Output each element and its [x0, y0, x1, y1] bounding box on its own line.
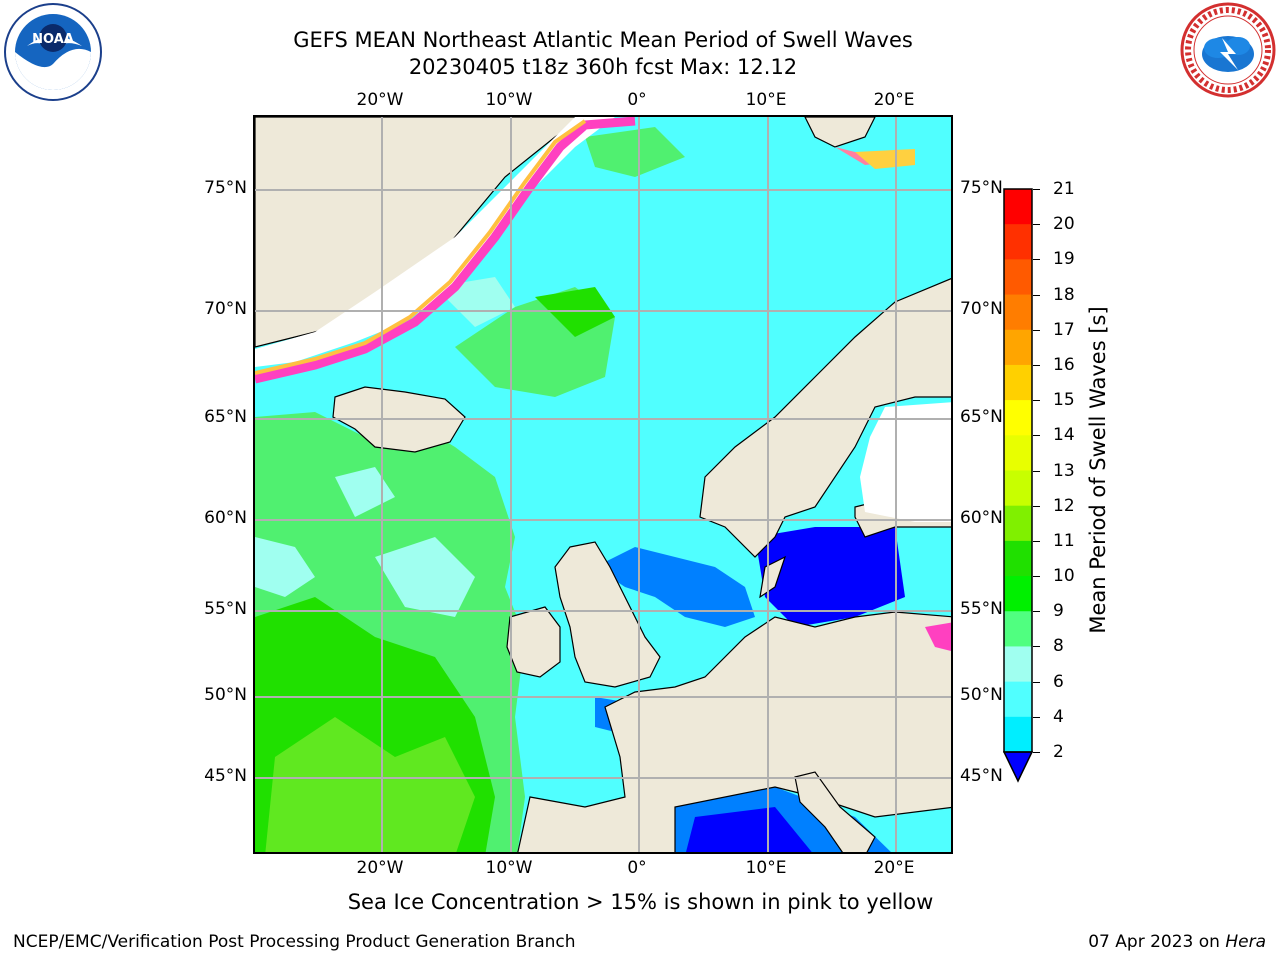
colorbar-tick — [1033, 400, 1040, 402]
colorbar-segment — [1004, 611, 1032, 647]
colorbar-label: 6 — [1053, 671, 1064, 692]
colorbar-segment — [1004, 540, 1032, 577]
colorbar-segment — [1004, 576, 1032, 612]
colorbar-segment — [1004, 329, 1032, 366]
colorbar-label: 8 — [1053, 636, 1064, 657]
colorbar-tick — [1033, 224, 1040, 226]
noaa-logo: NOAA — [4, 3, 102, 101]
lon-tick-bottom: 0° — [627, 858, 647, 878]
colorbar — [1003, 188, 1033, 783]
colorbar-segment — [1004, 646, 1032, 683]
lon-tick-top: 0° — [627, 90, 647, 110]
colorbar-segment — [1004, 470, 1032, 507]
colorbar-tick — [1033, 540, 1040, 542]
noaa-logo-text: NOAA — [32, 32, 74, 47]
nws-logo — [1180, 2, 1276, 98]
footer-host: Hera — [1225, 932, 1266, 952]
lat-tick-left: 55°N — [204, 599, 247, 619]
colorbar-title: Mean Period of Swell Waves [s] — [1086, 306, 1110, 634]
lat-tick-right: 75°N — [960, 178, 1003, 198]
lat-tick-right: 60°N — [960, 508, 1003, 528]
colorbar-segment — [1004, 259, 1032, 296]
colorbar-tick — [1033, 752, 1040, 753]
lon-tick-top: 20°W — [356, 90, 404, 110]
colorbar-tick — [1033, 364, 1040, 366]
lat-tick-right: 55°N — [960, 599, 1003, 619]
lat-tick-left: 65°N — [204, 407, 247, 427]
colorbar-tick — [1033, 716, 1040, 718]
lat-tick-left: 70°N — [204, 299, 247, 319]
colorbar-label: 10 — [1053, 566, 1075, 587]
colorbar-tick — [1033, 646, 1040, 648]
chart-title: GEFS MEAN Northeast Atlantic Mean Period… — [293, 28, 913, 52]
chart-subtitle: 20230405 t18z 360h fcst Max: 12.12 — [408, 55, 798, 79]
footer-date: 07 Apr 2023 on Hera — [1088, 932, 1266, 952]
colorbar-segment — [1004, 400, 1032, 436]
colorbar-tick — [1033, 576, 1040, 578]
lon-tick-top: 10°W — [485, 90, 533, 110]
colorbar-tick — [1033, 681, 1040, 683]
map-area — [253, 115, 953, 854]
colorbar-tick — [1033, 505, 1040, 507]
colorbar-label: 18 — [1053, 284, 1075, 305]
colorbar-label: 11 — [1053, 530, 1075, 551]
colorbar-segment — [1004, 189, 1032, 225]
colorbar-tick — [1033, 470, 1040, 472]
colorbar-tick — [1033, 435, 1040, 437]
colorbar-label: 2 — [1053, 742, 1064, 762]
lat-tick-left: 60°N — [204, 508, 247, 528]
lon-tick-top: 20°E — [873, 90, 915, 110]
colorbar-segment — [1004, 505, 1032, 542]
colorbar-label: 17 — [1053, 319, 1075, 340]
colorbar-label: 15 — [1053, 390, 1075, 411]
colorbar-extend-min — [1003, 751, 1033, 783]
colorbar-tick — [1033, 611, 1040, 613]
colorbar-segment — [1004, 716, 1032, 753]
colorbar-tick — [1033, 189, 1040, 190]
colorbar-label: 20 — [1053, 214, 1075, 235]
colorbar-segment — [1004, 224, 1032, 260]
colorbar-segment — [1004, 435, 1032, 471]
lat-tick-right: 65°N — [960, 407, 1003, 427]
colorbar-label: 21 — [1053, 179, 1075, 199]
lat-tick-right: 45°N — [960, 766, 1003, 786]
sea-ice-note: Sea Ice Concentration > 15% is shown in … — [347, 890, 934, 914]
footer-date-text: 07 Apr 2023 on — [1088, 932, 1226, 952]
lat-tick-right: 50°N — [960, 685, 1003, 705]
lat-tick-left: 75°N — [204, 178, 247, 198]
colorbar-tick — [1033, 294, 1040, 296]
colorbar-tick — [1033, 259, 1040, 261]
footer-credit: NCEP/EMC/Verification Post Processing Pr… — [13, 932, 576, 952]
colorbar-label: 4 — [1053, 706, 1064, 727]
colorbar-segment — [1004, 294, 1032, 331]
graticule — [255, 117, 951, 852]
colorbar-segment — [1004, 364, 1032, 401]
colorbar-label: 19 — [1053, 249, 1075, 270]
lon-tick-bottom: 10°E — [745, 858, 787, 878]
colorbar-label: 16 — [1053, 354, 1075, 375]
lon-tick-bottom: 20°W — [356, 858, 404, 878]
lat-tick-right: 70°N — [960, 299, 1003, 319]
lon-tick-bottom: 20°E — [873, 858, 915, 878]
colorbar-label: 14 — [1053, 425, 1075, 446]
lat-tick-left: 50°N — [204, 685, 247, 705]
colorbar-segment — [1004, 681, 1032, 718]
colorbar-tick — [1033, 329, 1040, 331]
colorbar-label: 9 — [1053, 601, 1064, 622]
colorbar-outline — [1003, 188, 1033, 753]
lon-tick-bottom: 10°W — [485, 858, 533, 878]
colorbar-label: 12 — [1053, 495, 1075, 516]
lon-tick-top: 10°E — [745, 90, 787, 110]
lat-tick-left: 45°N — [204, 766, 247, 786]
swell-period-map — [255, 117, 951, 852]
colorbar-label: 13 — [1053, 460, 1075, 481]
